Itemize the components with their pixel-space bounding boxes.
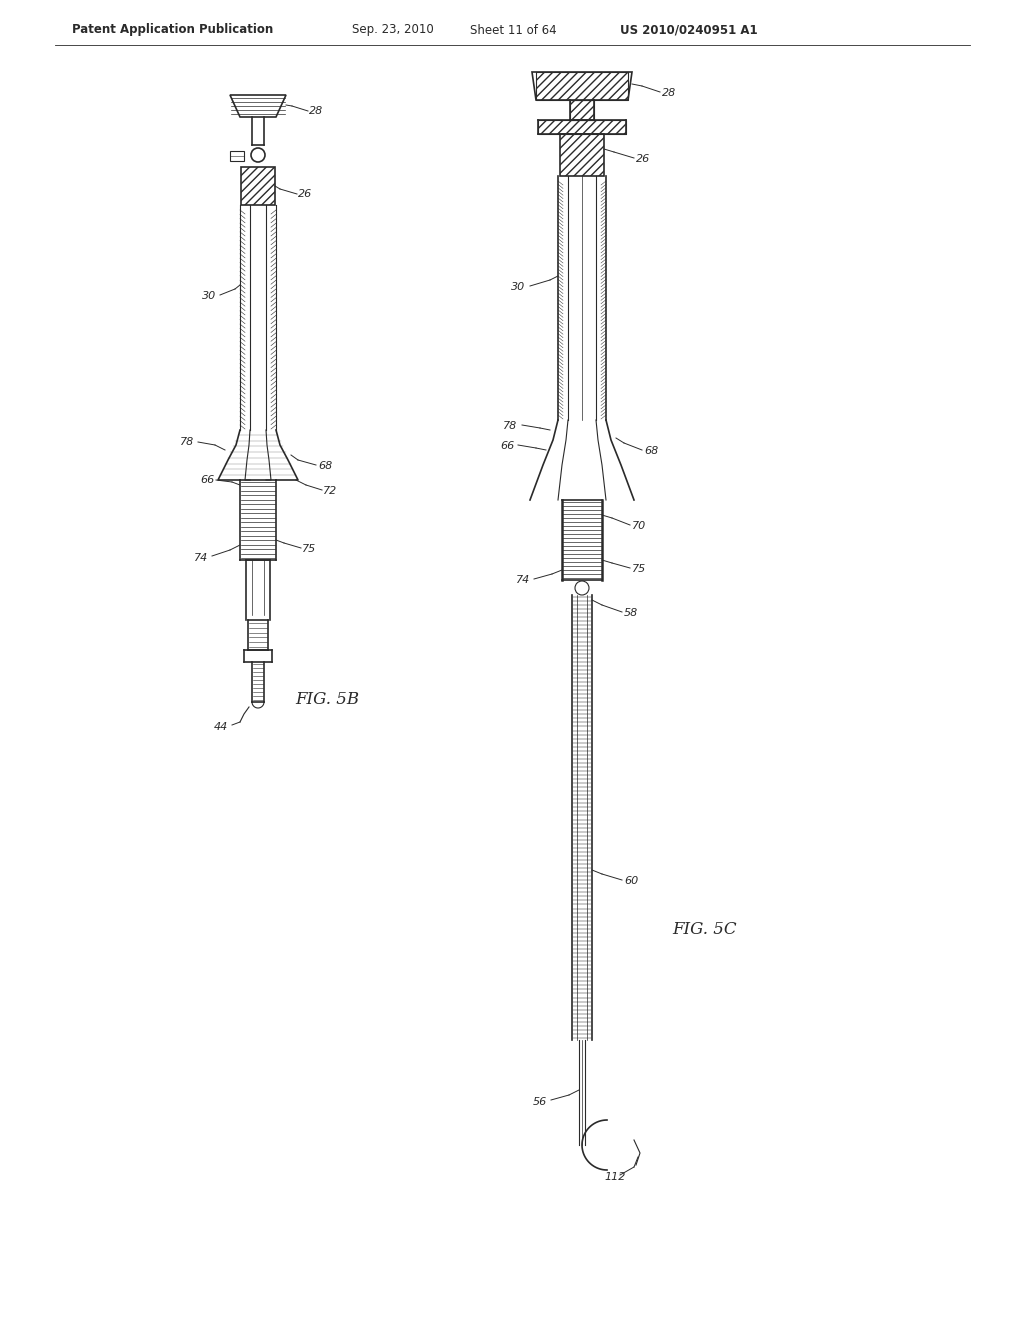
Text: 56: 56 xyxy=(534,1097,547,1107)
Bar xyxy=(230,150,244,161)
Text: 30: 30 xyxy=(202,290,216,301)
Text: Sheet 11 of 64: Sheet 11 of 64 xyxy=(470,24,557,37)
Text: 58: 58 xyxy=(624,609,638,618)
Text: Sep. 23, 2010: Sep. 23, 2010 xyxy=(352,24,434,37)
Text: 66: 66 xyxy=(500,441,514,451)
Text: 28: 28 xyxy=(662,88,676,98)
Text: FIG. 5B: FIG. 5B xyxy=(295,692,359,709)
Text: 74: 74 xyxy=(194,553,208,564)
Text: Patent Application Publication: Patent Application Publication xyxy=(72,24,273,37)
Text: 30: 30 xyxy=(511,282,525,292)
Text: 72: 72 xyxy=(323,486,337,496)
Text: US 2010/0240951 A1: US 2010/0240951 A1 xyxy=(620,24,758,37)
Text: 28: 28 xyxy=(309,106,324,116)
Text: 44: 44 xyxy=(214,722,228,733)
Bar xyxy=(570,100,594,120)
Text: FIG. 5C: FIG. 5C xyxy=(672,921,736,939)
Bar xyxy=(536,73,628,100)
Bar xyxy=(241,168,275,205)
Text: 75: 75 xyxy=(632,564,646,574)
Text: 112: 112 xyxy=(604,1172,626,1181)
Text: 78: 78 xyxy=(503,421,517,432)
Text: 26: 26 xyxy=(636,154,650,164)
Text: 68: 68 xyxy=(318,461,332,471)
Text: 60: 60 xyxy=(624,876,638,886)
Text: 66: 66 xyxy=(200,475,214,484)
Text: 26: 26 xyxy=(298,189,312,199)
Text: 68: 68 xyxy=(644,446,658,455)
Text: 70: 70 xyxy=(632,521,646,531)
Text: 78: 78 xyxy=(180,437,195,447)
Bar xyxy=(538,120,626,135)
Text: 74: 74 xyxy=(516,576,530,585)
Text: 75: 75 xyxy=(302,544,316,554)
Bar xyxy=(560,135,604,176)
